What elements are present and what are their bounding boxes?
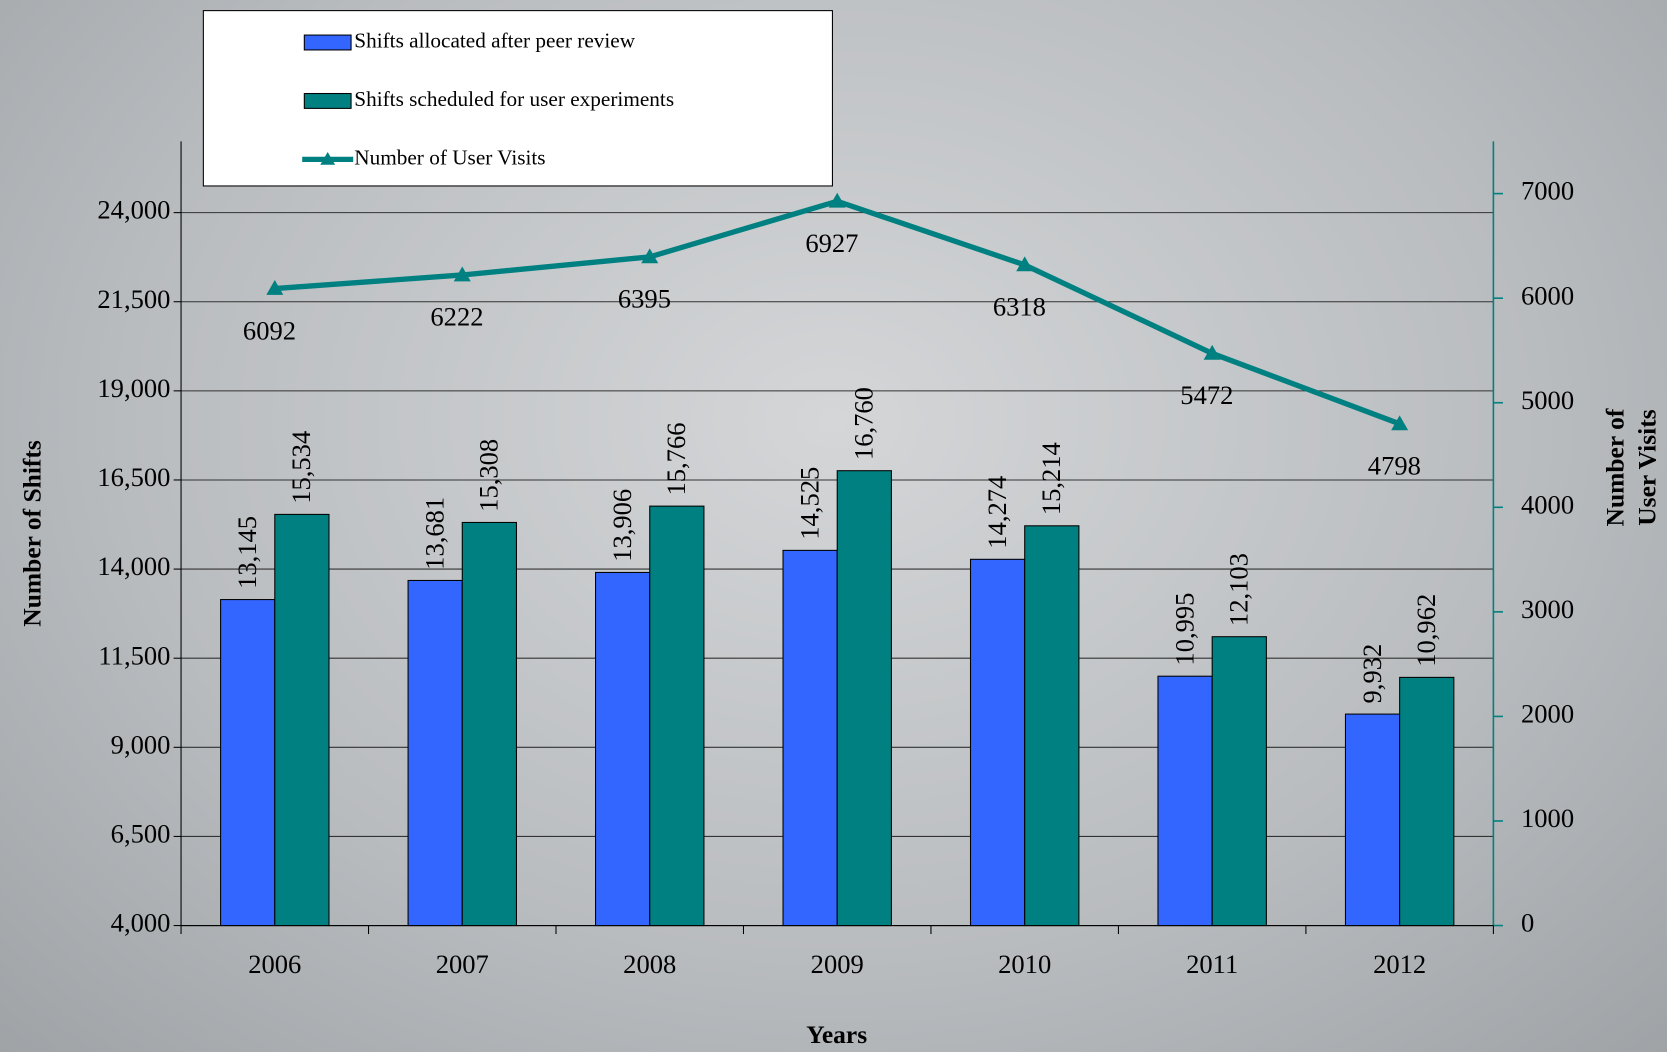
line-marker bbox=[1203, 344, 1221, 360]
x-tick-label: 2007 bbox=[436, 949, 489, 979]
bar-value-label: 15,534 bbox=[286, 431, 316, 504]
legend-swatch bbox=[303, 34, 352, 51]
legend-label: Shifts scheduled for user experiments bbox=[354, 87, 674, 111]
line-value-label: 6222 bbox=[430, 302, 483, 332]
bar bbox=[969, 558, 1026, 927]
bar-value-label: 13,906 bbox=[607, 489, 637, 562]
x-tick-label: 2009 bbox=[811, 949, 864, 979]
bar-value-label: 13,681 bbox=[419, 497, 449, 570]
bar-value-label: 15,214 bbox=[1036, 442, 1066, 515]
line-value-label: 6092 bbox=[243, 315, 296, 345]
y2-tick-label: 1000 bbox=[1521, 803, 1574, 833]
line-value-label: 6927 bbox=[805, 228, 858, 258]
y-tick-label: 16,500 bbox=[97, 462, 170, 492]
bar-value-label: 14,525 bbox=[794, 467, 824, 540]
x-tick-label: 2011 bbox=[1186, 949, 1238, 979]
legend: Shifts allocated after peer review Shifts… bbox=[202, 10, 833, 187]
bar-value-label: 9,932 bbox=[1357, 644, 1387, 704]
bar-value-label: 15,766 bbox=[661, 422, 691, 495]
y-tick-label: 21,500 bbox=[97, 284, 170, 314]
bar bbox=[274, 513, 330, 927]
bar bbox=[649, 505, 705, 927]
x-tick-label: 2008 bbox=[623, 949, 676, 979]
bar-value-label: 10,962 bbox=[1411, 594, 1441, 667]
line-marker bbox=[266, 280, 284, 295]
bar bbox=[836, 470, 892, 927]
line-value-label: 6318 bbox=[993, 292, 1046, 322]
y2-tick-label: 3000 bbox=[1521, 594, 1574, 624]
bar bbox=[461, 521, 517, 927]
line-value-label: 6395 bbox=[618, 284, 671, 314]
y2-tick-label: 5000 bbox=[1521, 385, 1574, 415]
bar bbox=[1024, 525, 1080, 927]
bar bbox=[220, 599, 276, 927]
bar-value-label: 13,145 bbox=[232, 516, 262, 589]
x-tick-label: 2006 bbox=[248, 949, 301, 979]
line-marker bbox=[641, 248, 659, 264]
bar bbox=[595, 571, 651, 927]
line-marker bbox=[1016, 256, 1034, 272]
bar bbox=[1157, 675, 1213, 927]
y2-tick-label: 7000 bbox=[1521, 176, 1574, 206]
y-tick-label: 4,000 bbox=[111, 908, 171, 938]
bar bbox=[1399, 676, 1455, 927]
y-tick-label: 19,000 bbox=[97, 373, 170, 403]
y-tick-label: 6,500 bbox=[111, 819, 171, 849]
bar bbox=[782, 549, 838, 927]
y-tick-label: 9,000 bbox=[111, 729, 171, 759]
line-marker bbox=[453, 266, 471, 282]
y-tick-label: 24,000 bbox=[97, 195, 170, 225]
legend-swatch bbox=[303, 92, 352, 109]
y2-tick-label: 6000 bbox=[1521, 280, 1574, 310]
bar bbox=[1211, 636, 1267, 927]
bar-value-label: 15,308 bbox=[474, 439, 504, 512]
bar bbox=[1344, 713, 1401, 927]
x-tick-label: 2010 bbox=[998, 949, 1051, 979]
legend-label: Number of User Visits bbox=[354, 145, 545, 169]
y2-axis-title: User Visits bbox=[1632, 409, 1661, 525]
line-marker bbox=[1391, 415, 1409, 431]
bar bbox=[407, 579, 463, 927]
y2-axis-title: Number of bbox=[1601, 408, 1630, 526]
legend-marker bbox=[320, 151, 336, 165]
y2-tick-label: 2000 bbox=[1521, 699, 1574, 729]
bar-value-label: 14,274 bbox=[982, 476, 1012, 549]
line-marker bbox=[828, 192, 846, 208]
bar-value-label: 12,103 bbox=[1223, 553, 1253, 626]
x-axis-title: Years bbox=[806, 1020, 867, 1049]
y2-tick-label: 4000 bbox=[1521, 489, 1574, 519]
y-tick-label: 11,500 bbox=[98, 640, 170, 670]
line-value-label: 5472 bbox=[1180, 380, 1233, 410]
y2-tick-label: 0 bbox=[1521, 908, 1534, 938]
bar-value-label: 10,995 bbox=[1169, 593, 1199, 666]
y-tick-label: 14,000 bbox=[97, 551, 170, 581]
x-tick-label: 2012 bbox=[1373, 949, 1426, 979]
line-value-label: 4798 bbox=[1368, 451, 1421, 481]
bar-value-label: 16,760 bbox=[849, 387, 879, 460]
legend-label: Shifts allocated after peer review bbox=[354, 28, 635, 52]
y-axis-title: Number of Shifts bbox=[17, 440, 46, 627]
